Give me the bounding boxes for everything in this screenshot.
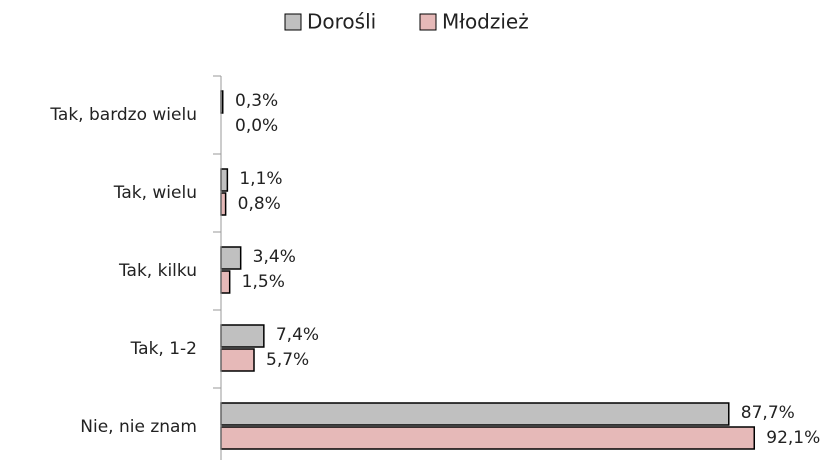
bar [220, 402, 730, 426]
data-label: 87,7% [741, 403, 795, 423]
data-label: 7,4% [276, 325, 319, 345]
y-tick-label: Tak, kilku [118, 261, 197, 281]
bar [220, 168, 229, 192]
bar [220, 426, 756, 450]
data-label: 0,0% [235, 116, 278, 136]
data-label: 5,7% [266, 350, 309, 370]
bar [220, 324, 265, 348]
legend-swatch [284, 13, 302, 31]
bar [220, 348, 255, 372]
y-tick-label: Nie, nie znam [80, 417, 197, 437]
bar [220, 270, 231, 294]
legend-swatch [419, 13, 437, 31]
bar [220, 192, 227, 216]
data-label: 3,4% [253, 247, 296, 267]
data-label: 1,5% [242, 272, 285, 292]
y-tick-label: Tak, bardzo wielu [49, 105, 197, 125]
legend: Dorośli Młodzież [284, 10, 529, 34]
data-label: 0,3% [235, 91, 278, 111]
y-tick-label: Tak, 1-2 [130, 339, 197, 359]
data-label: 92,1% [766, 428, 820, 448]
y-tick-label: Tak, wielu [113, 183, 197, 203]
data-label: 0,8% [238, 194, 281, 214]
data-label: 1,1% [239, 169, 282, 189]
legend-label: Dorośli [307, 10, 376, 34]
legend-label: Młodzież [442, 10, 529, 34]
bar [220, 246, 242, 270]
